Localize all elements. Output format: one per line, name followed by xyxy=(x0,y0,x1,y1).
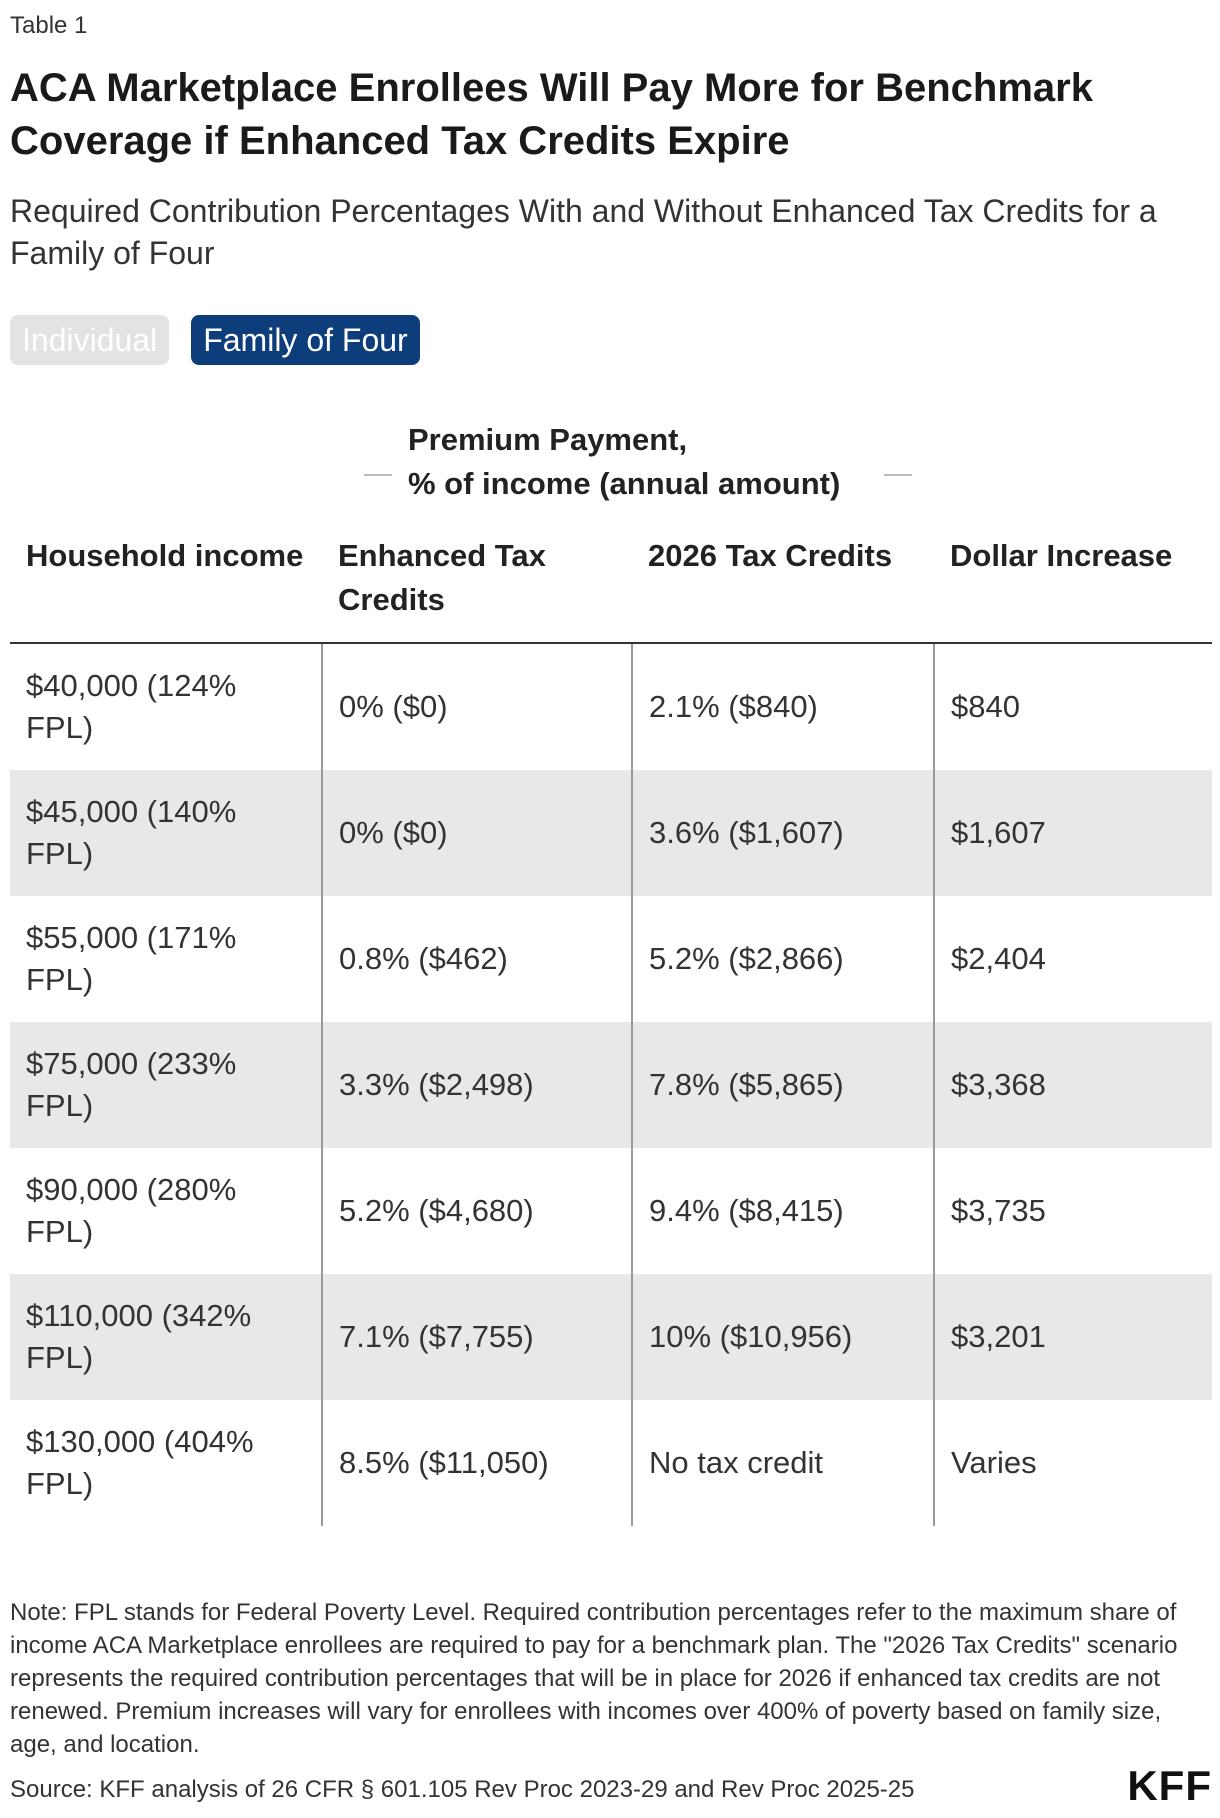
cell-income: $55,000 (171% FPL) xyxy=(26,920,237,997)
cell-income: $130,000 (404% FPL) xyxy=(26,1424,254,1501)
table-label: Table 1 xyxy=(10,12,88,39)
col-household-income: Household income xyxy=(10,528,322,644)
cell-enhanced: 7.1% ($7,755) xyxy=(321,1274,632,1400)
group-header-line2: % of income (annual amount) xyxy=(408,466,841,501)
table-row: $90,000 (280% FPL) 5.2% ($4,680) 9.4% ($… xyxy=(10,1148,1212,1274)
cell-income: $75,000 (233% FPL) xyxy=(10,1022,322,1148)
cell-enhanced: 0% ($0) xyxy=(321,643,632,770)
table-header-row: Household income Enhanced Tax Credits 20… xyxy=(10,528,1212,644)
cell-enhanced: 3.3% ($2,498) xyxy=(321,1022,632,1148)
group-header-dash-right xyxy=(884,474,912,476)
cell-income: $40,000 (124% FPL) xyxy=(26,668,237,745)
cell-2026: 9.4% ($8,415) xyxy=(631,1148,934,1274)
cell-increase: $840 xyxy=(933,643,1212,770)
cell-2026: 10% ($10,956) xyxy=(631,1274,934,1400)
toggle-family-of-four[interactable]: Family of Four xyxy=(191,315,420,365)
table-row: $75,000 (233% FPL) 3.3% ($2,498) 7.8% ($… xyxy=(10,1022,1212,1148)
table-row: $130,000 (404% FPL) 8.5% ($11,050) No ta… xyxy=(10,1400,1212,1526)
group-header-text: Premium Payment, % of income (annual amo… xyxy=(408,418,840,506)
cell-2026: 5.2% ($2,866) xyxy=(631,896,934,1022)
group-header-dash-left xyxy=(364,474,392,476)
cell-increase: $3,368 xyxy=(933,1022,1212,1148)
premium-payment-group-header: Premium Payment, % of income (annual amo… xyxy=(350,418,912,508)
cell-increase: $3,201 xyxy=(933,1274,1212,1400)
col-dollar-increase: Dollar Increase xyxy=(934,528,1212,644)
cell-increase: Varies xyxy=(933,1400,1212,1526)
cell-income: $110,000 (342% FPL) xyxy=(10,1274,322,1400)
cell-income: $45,000 (140% FPL) xyxy=(10,770,322,896)
cell-income: $90,000 (280% FPL) xyxy=(26,1172,237,1249)
figure-title: ACA Marketplace Enrollees Will Pay More … xyxy=(10,66,1093,163)
kff-logo: KFF xyxy=(1127,1762,1212,1809)
col-2026-tax-credits: 2026 Tax Credits xyxy=(632,528,934,644)
table-note: Note: FPL stands for Federal Poverty Lev… xyxy=(10,1599,1178,1758)
cell-increase: $3,735 xyxy=(933,1148,1212,1274)
view-toggle-group: Individual Family of Four xyxy=(10,315,420,365)
figure-subtitle: Required Contribution Percentages With a… xyxy=(10,193,1157,271)
cell-2026: 2.1% ($840) xyxy=(631,643,934,770)
cell-2026: 7.8% ($5,865) xyxy=(631,1022,934,1148)
contribution-table: Household income Enhanced Tax Credits 20… xyxy=(10,528,1212,1526)
table-source: Source: KFF analysis of 26 CFR § 601.105… xyxy=(10,1776,915,1803)
cell-enhanced: 8.5% ($11,050) xyxy=(321,1400,632,1526)
table-row: $40,000 (124% FPL) 0% ($0) 2.1% ($840) $… xyxy=(10,643,1212,770)
table-row: $55,000 (171% FPL) 0.8% ($462) 5.2% ($2,… xyxy=(10,896,1212,1022)
toggle-individual[interactable]: Individual xyxy=(10,315,170,365)
cell-enhanced: 0.8% ($462) xyxy=(321,896,632,1022)
table-row: $45,000 (140% FPL) 0% ($0) 3.6% ($1,607)… xyxy=(10,770,1212,896)
cell-increase: $2,404 xyxy=(933,896,1212,1022)
cell-2026: No tax credit xyxy=(631,1400,934,1526)
col-enhanced-tax-credits: Enhanced Tax Credits xyxy=(322,528,632,644)
cell-enhanced: 5.2% ($4,680) xyxy=(321,1148,632,1274)
cell-increase: $1,607 xyxy=(933,770,1212,896)
group-header-line1: Premium Payment, xyxy=(408,422,688,457)
cell-enhanced: 0% ($0) xyxy=(321,770,632,896)
table-row: $110,000 (342% FPL) 7.1% ($7,755) 10% ($… xyxy=(10,1274,1212,1400)
cell-2026: 3.6% ($1,607) xyxy=(631,770,934,896)
